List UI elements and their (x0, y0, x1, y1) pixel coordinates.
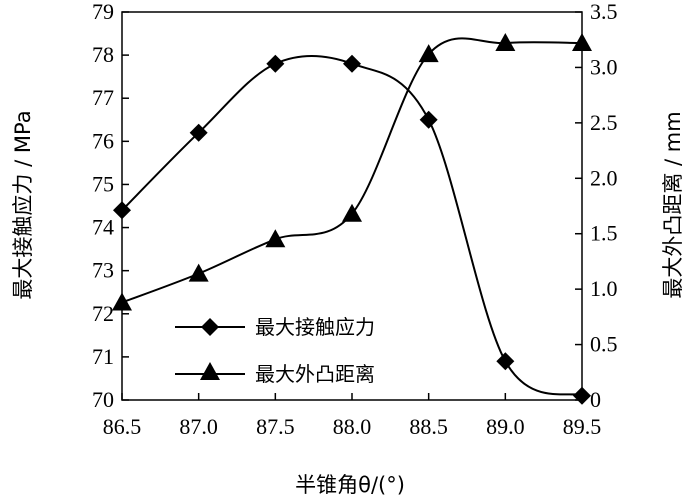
x-tick-label: 88.0 (333, 414, 372, 439)
data-point-contact-stress (419, 110, 438, 129)
left-tick-label: 71 (92, 344, 114, 369)
right-tick-label: 0.5 (590, 332, 618, 357)
x-tick-label: 87.0 (179, 414, 218, 439)
left-tick-label: 72 (92, 301, 114, 326)
left-tick-label: 76 (92, 128, 114, 153)
left-tick-label: 78 (92, 42, 114, 67)
left-tick-label: 73 (92, 258, 114, 283)
left-tick-label: 70 (92, 387, 114, 412)
data-point-contact-stress (266, 54, 285, 73)
right-axis-title: 最大外凸距离 / mm (661, 111, 685, 298)
legend-marker-contact-stress (201, 318, 219, 336)
left-tick-label: 75 (92, 171, 114, 196)
x-axis-title: 半锥角θ/(°) (295, 473, 405, 497)
x-tick-label: 86.5 (103, 414, 142, 439)
right-tick-label: 2.0 (590, 165, 618, 190)
right-axis-ticks: 0 0.5 1.0 1.5 2.0 2.5 3.0 3.5 (575, 0, 618, 412)
legend-label-contact-stress: 最大接触应力 (255, 315, 375, 339)
right-tick-label: 3.0 (590, 54, 618, 79)
left-axis-ticks: 70 71 72 73 74 75 76 77 78 79 (92, 0, 129, 412)
series-line-bulge-distance (121, 37, 583, 304)
x-tick-label: 88.5 (409, 414, 448, 439)
left-tick-label: 79 (92, 0, 114, 24)
data-point-bulge-distance (265, 229, 286, 248)
data-point-contact-stress (113, 201, 131, 220)
data-point-bulge-distance (418, 44, 439, 63)
data-point-bulge-distance (112, 292, 132, 311)
data-point-contact-stress (189, 123, 208, 142)
right-tick-label: 1.5 (590, 221, 618, 246)
data-point-bulge-distance (342, 203, 362, 222)
x-tick-label: 87.5 (256, 414, 295, 439)
left-axis-title: 最大接触应力 / MPa (11, 110, 35, 299)
data-point-contact-stress (573, 386, 591, 405)
x-tick-label: 89.5 (563, 414, 602, 439)
data-point-bulge-distance (572, 33, 592, 52)
data-point-contact-stress (343, 54, 361, 73)
right-tick-label: 2.5 (590, 110, 618, 135)
series-line-contact-stress (121, 54, 583, 397)
data-point-contact-stress (496, 352, 515, 371)
x-axis-ticks: 86.5 87.0 87.5 88.0 88.5 89.0 89.5 (103, 393, 602, 439)
legend-marker-bulge-distance (200, 362, 220, 380)
right-tick-label: 3.5 (590, 0, 618, 24)
series-layer (112, 33, 592, 405)
data-point-bulge-distance (188, 263, 209, 282)
left-tick-label: 74 (92, 215, 114, 240)
left-tick-label: 77 (92, 85, 114, 110)
right-tick-label: 1.0 (590, 276, 618, 301)
data-point-bulge-distance (495, 33, 516, 52)
right-tick-label: 0 (590, 387, 601, 412)
x-tick-label: 89.0 (486, 414, 525, 439)
legend-label-bulge-distance: 最大外凸距离 (255, 362, 375, 386)
